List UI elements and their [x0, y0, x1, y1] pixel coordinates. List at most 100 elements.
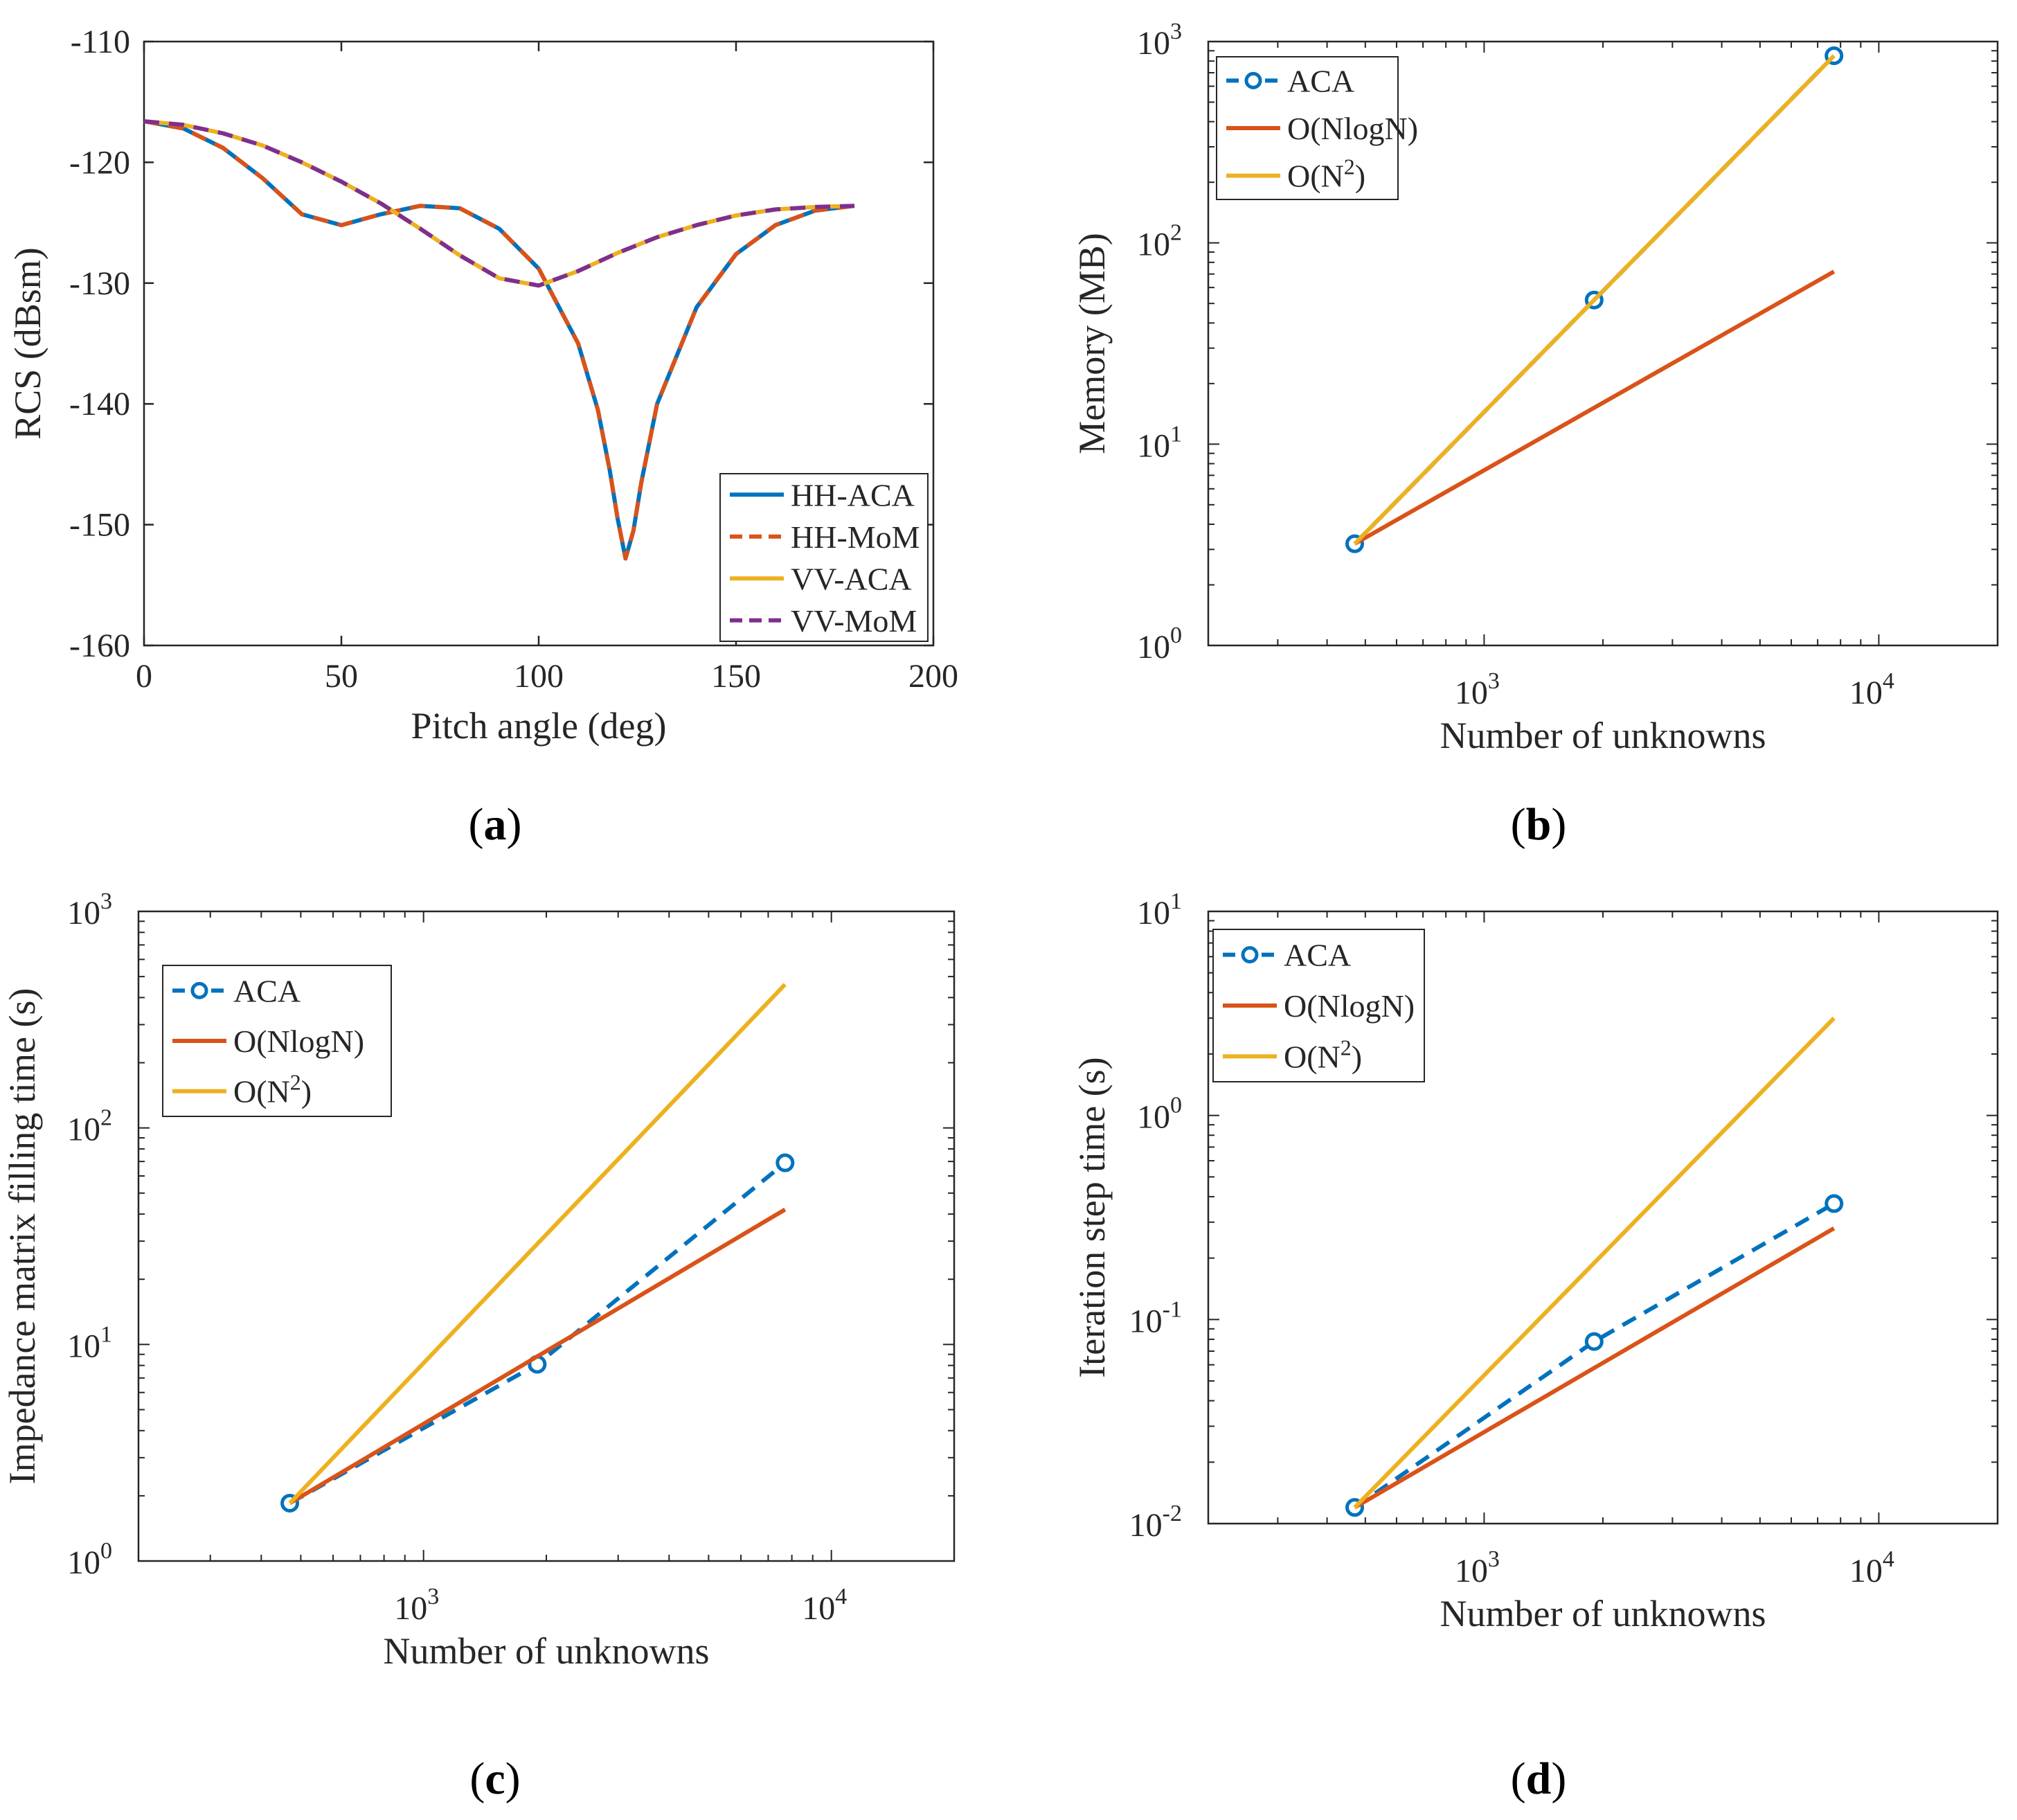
legend-label-main: O(N [1284, 1039, 1341, 1074]
y-tick-label: -110 [71, 24, 130, 60]
panel-label-open: ( [1511, 1754, 1526, 1804]
legend: ACA O(NlogN) O(N2) [1212, 929, 1425, 1082]
tick-exponent: 1 [1170, 421, 1182, 447]
y-tick-label: -130 [69, 265, 130, 302]
panel-label-close: ) [507, 799, 522, 850]
y-tick-label: 102 [67, 1105, 112, 1148]
legend-label: VV-MoM [791, 603, 917, 639]
x-axis-label: Number of unknowns [1440, 715, 1766, 756]
tick-base: 10 [67, 1112, 100, 1148]
y-tick-label: 103 [67, 889, 112, 931]
legend-label: VV-ACA [791, 561, 912, 596]
legend-label: O(NlogN) [1284, 988, 1415, 1024]
legend: ACA O(NlogN) O(N2) [162, 965, 392, 1117]
tick-exponent: 1 [100, 1321, 112, 1347]
series-line-aca [289, 1161, 787, 1506]
tick-exponent: 3 [427, 1584, 439, 1609]
tick-base: 10 [802, 1590, 835, 1627]
tick-base: 10 [1137, 1099, 1170, 1136]
legend-label-main: O(N [1287, 159, 1344, 194]
tick-base: 10 [1137, 629, 1170, 666]
series-line-o-n [1353, 1017, 1836, 1509]
tick-base: 10 [67, 1544, 100, 1581]
tick-base: 10 [1455, 1553, 1488, 1589]
y-tick-label: 100 [67, 1538, 112, 1581]
legend-label: HH-MoM [791, 519, 920, 555]
panel-label: (c) [469, 1754, 520, 1804]
panel-label-letter: a [484, 799, 507, 850]
series-line-aca [1353, 1202, 1836, 1510]
y-tick-label: -120 [69, 144, 130, 181]
y-tick-label: 100 [1137, 623, 1182, 666]
x-axis-label: Number of unknowns [1440, 1593, 1766, 1634]
panel-label-close: ) [1551, 1754, 1566, 1804]
tick-exponent: -2 [1163, 1501, 1182, 1526]
legend-label: HH-ACA [791, 477, 915, 512]
legend-label-main: O(NlogN) [1287, 111, 1418, 146]
x-axis-label: Pitch angle (deg) [411, 705, 667, 747]
tick-base: 10 [1137, 895, 1170, 931]
tick-exponent: 4 [835, 1584, 847, 1609]
x-tick-label: 103 [1455, 1546, 1500, 1589]
y-tick-label: 101 [1137, 421, 1182, 464]
tick-base: 10 [1129, 1507, 1163, 1544]
tick-exponent: 3 [1170, 19, 1182, 44]
panel-label-open: ( [469, 799, 484, 850]
legend-label: O(N2) [1284, 1035, 1362, 1074]
y-axis-label: Memory (MB) [1071, 233, 1113, 454]
tick-exponent: 0 [1170, 1093, 1182, 1118]
legend-label-main: O(N [233, 1074, 290, 1109]
y-axis-label: Impedance matrix filling time (s) [1, 988, 43, 1485]
panel-label-open: ( [1511, 799, 1526, 850]
y-tick-label: 101 [1137, 889, 1182, 931]
tick-base: 10 [1137, 226, 1170, 263]
tick-base: 10 [1849, 1553, 1883, 1589]
data-point [776, 1153, 795, 1172]
tick-exponent: 3 [1488, 1546, 1500, 1572]
series-line-hh-mom [143, 119, 855, 561]
tick-exponent: 4 [1883, 1546, 1894, 1572]
panel-label-letter: d [1526, 1754, 1552, 1804]
y-tick-label: -140 [69, 386, 130, 422]
legend-label-superscript: 2 [290, 1070, 301, 1095]
legend-label: O(N2) [1287, 154, 1365, 194]
legend-label-superscript: 2 [1341, 1035, 1352, 1060]
y-axis-label: RCS (dBsm) [7, 247, 48, 440]
legend-label: ACA [233, 973, 301, 1008]
series-line-o-nlogn- [1353, 1226, 1836, 1510]
chart-panel-a: 0 50 100 150 200 -160 -150 -140 -130 -120 -110 Pitc… [7, 24, 958, 850]
legend-label-main: O(NlogN) [1284, 988, 1415, 1024]
panel-label-close: ) [1551, 799, 1566, 850]
tick-exponent: 0 [100, 1538, 112, 1564]
tick-exponent: 0 [1170, 623, 1182, 648]
legend: HH-ACA HH-MoM VV-ACA VV-MoM [719, 473, 929, 642]
tick-base: 10 [1137, 427, 1170, 464]
legend-box [719, 473, 929, 642]
x-tick-label: 0 [136, 658, 152, 695]
y-tick-label: 10-1 [1129, 1296, 1182, 1339]
legend-label: O(NlogN) [1287, 111, 1418, 146]
legend-label: ACA [1287, 63, 1354, 98]
tick-base: 10 [1137, 25, 1170, 62]
tick-exponent: 2 [1170, 220, 1182, 246]
legend-marker [1244, 71, 1262, 89]
legend-label-end: ) [301, 1074, 312, 1109]
tick-base: 10 [394, 1590, 427, 1627]
series-line-o-n [288, 983, 787, 1505]
series-line-o-n [1353, 54, 1836, 546]
tick-exponent: 3 [1488, 668, 1500, 694]
legend-label-end: ) [1355, 159, 1365, 194]
series-line-o-nlogn- [289, 1207, 787, 1506]
series-line-vv-mom [143, 119, 855, 288]
x-tick-label: 104 [802, 1584, 847, 1627]
x-tick-label: 103 [1455, 668, 1500, 711]
panel-label-letter: b [1526, 799, 1552, 850]
y-tick-label: -150 [69, 507, 130, 544]
tick-exponent: 4 [1883, 668, 1894, 694]
legend-label: ACA [1284, 938, 1351, 973]
tick-exponent: 2 [100, 1105, 112, 1131]
legend-label-main: O(NlogN) [233, 1024, 364, 1059]
panel-label: (a) [469, 799, 522, 850]
